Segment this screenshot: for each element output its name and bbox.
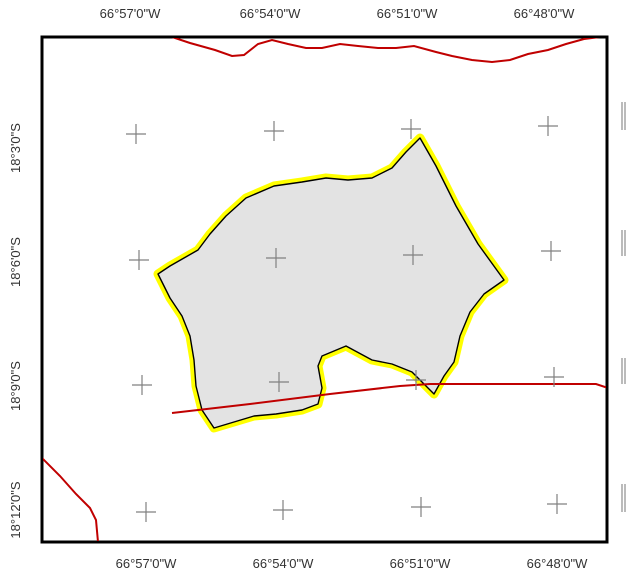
left-lat-label: 18°6'0"S <box>8 237 23 287</box>
boundary-line-north <box>171 38 601 64</box>
graticule-cross <box>403 245 423 265</box>
bottom-lon-label: 66°54'0"W <box>253 556 314 571</box>
graticule-cross <box>541 241 561 261</box>
graticule-cross <box>269 372 289 392</box>
graticule-cross <box>547 494 567 514</box>
top-lon-label: 66°48'0"W <box>514 6 575 21</box>
bottom-lon-label: 66°57'0"W <box>116 556 177 571</box>
top-lon-label: 66°54'0"W <box>240 6 301 21</box>
graticule-cross <box>406 370 426 390</box>
right-edge-label-fragments <box>621 102 626 512</box>
graticule-cross <box>126 124 146 144</box>
graticule-cross <box>273 500 293 520</box>
graticule-cross <box>136 502 156 522</box>
graticule-cross <box>401 119 421 139</box>
graticule-cross <box>411 497 431 517</box>
graticule <box>126 116 567 522</box>
boundary-line-southwest <box>43 457 99 541</box>
boundary-line-middle <box>171 383 606 414</box>
graticule-cross <box>132 375 152 395</box>
left-lat-label: 18°9'0"S <box>8 361 23 411</box>
graticule-cross <box>544 367 564 387</box>
study-area-polygon[interactable] <box>157 137 505 429</box>
left-lat-label: 18°3'0"S <box>8 123 23 173</box>
graticule-cross <box>538 116 558 136</box>
bottom-lon-label: 66°48'0"W <box>527 556 588 571</box>
left-lat-label: 18°12'0"S <box>8 481 23 538</box>
top-lon-label: 66°51'0"W <box>377 6 438 21</box>
graticule-cross <box>264 121 284 141</box>
graticule-cross <box>129 250 149 270</box>
top-lon-label: 66°57'0"W <box>100 6 161 21</box>
bottom-lon-label: 66°51'0"W <box>390 556 451 571</box>
graticule-cross <box>266 248 286 268</box>
